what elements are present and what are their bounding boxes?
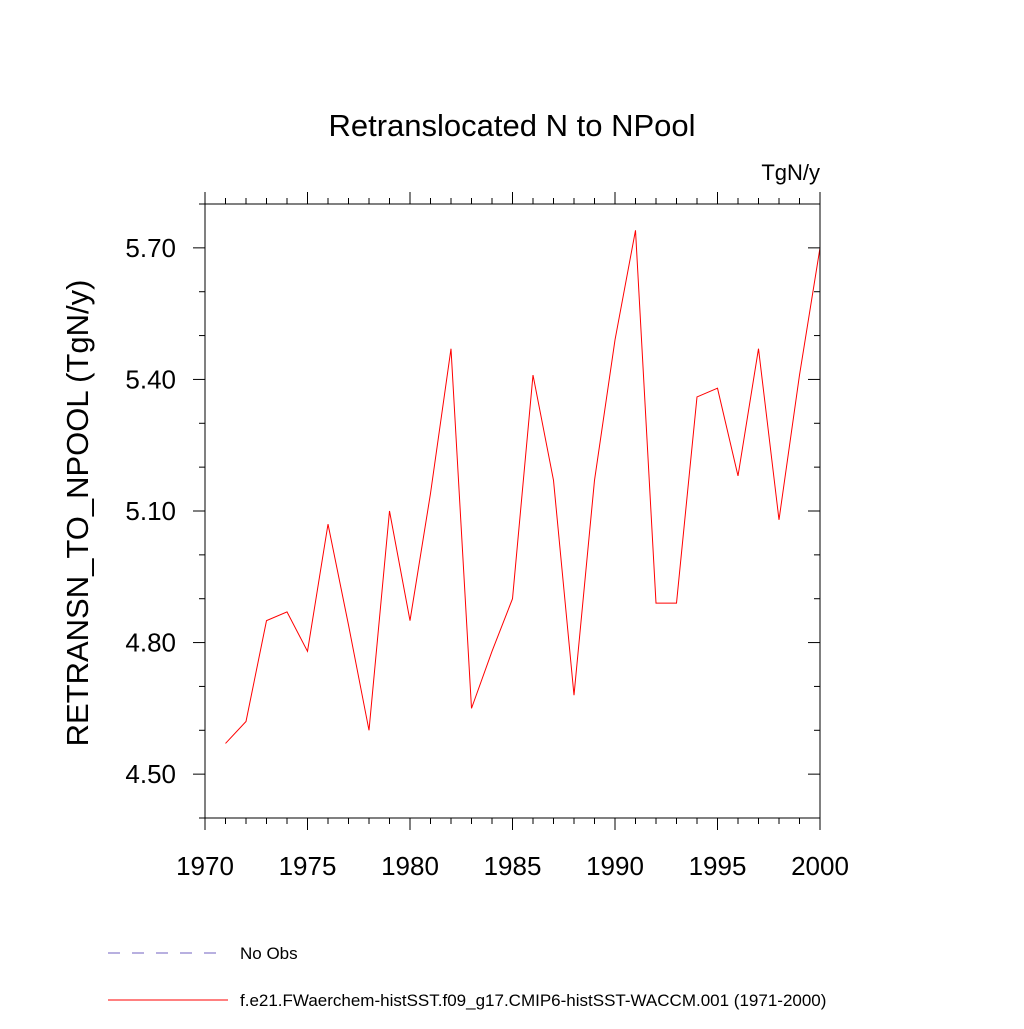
axis-ticks — [193, 192, 820, 830]
x-tick-label: 1990 — [586, 851, 644, 881]
x-tick-label: 1975 — [279, 851, 337, 881]
x-tick-label: 1970 — [176, 851, 234, 881]
plot-frame — [205, 204, 820, 818]
y-axis-label: RETRANSN_TO_NPOOL (TgN/y) — [60, 280, 95, 747]
chart-title: Retranslocated N to NPool — [328, 108, 695, 143]
series-layer — [225, 230, 820, 743]
y-tick-label: 5.40 — [125, 364, 176, 394]
y-tick-label: 5.70 — [125, 233, 176, 263]
units-label: TgN/y — [761, 160, 820, 185]
legend: No Obs f.e21.FWaerchem-histSST.f09_g17.C… — [108, 944, 826, 1010]
x-tick-label: 1980 — [381, 851, 439, 881]
legend-label-model: f.e21.FWaerchem-histSST.f09_g17.CMIP6-hi… — [240, 991, 826, 1010]
series-line-0 — [226, 230, 821, 743]
legend-label-no-obs: No Obs — [240, 944, 298, 963]
y-tick-label: 5.10 — [125, 496, 176, 526]
x-tick-label: 1985 — [484, 851, 542, 881]
axis-tick-labels: 1970 1975 1980 1985 1990 1995 2000 4.50 4.80 5.10… — [125, 233, 849, 881]
y-tick-label: 4.80 — [125, 628, 176, 658]
x-tick-label: 2000 — [791, 851, 849, 881]
y-tick-label: 4.50 — [125, 759, 176, 789]
x-tick-label: 1995 — [689, 851, 747, 881]
